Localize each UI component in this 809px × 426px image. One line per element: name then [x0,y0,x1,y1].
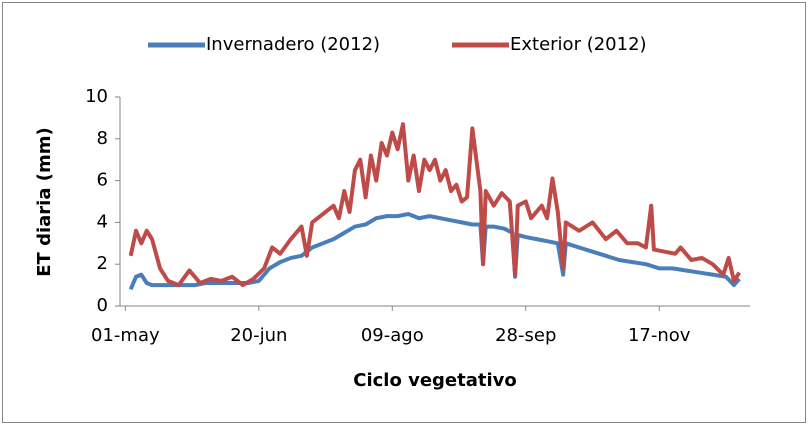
y-axis-title: ET diaria (mm) [34,127,55,276]
y-tick-label: 2 [97,253,108,274]
y-tick-label: 4 [97,211,108,232]
y-tick-label: 8 [97,128,108,149]
x-tick-label: 01-may [91,325,160,346]
x-tick-label: 20-jun [230,325,287,346]
series-line [128,122,742,288]
series-line [128,212,741,291]
x-axis-title: Ciclo vegetativo [353,370,517,391]
legend-label: Exterior (2012) [510,34,647,55]
legend-label: Invernadero (2012) [206,34,380,55]
x-tick-label: 17-nov [628,325,691,346]
y-tick-label: 0 [97,295,108,316]
y-tick-label: 10 [85,86,108,107]
x-tick-label: 28-sep [495,325,556,346]
y-tick-label: 6 [97,170,108,191]
x-tick-label: 09-ago [361,325,424,346]
